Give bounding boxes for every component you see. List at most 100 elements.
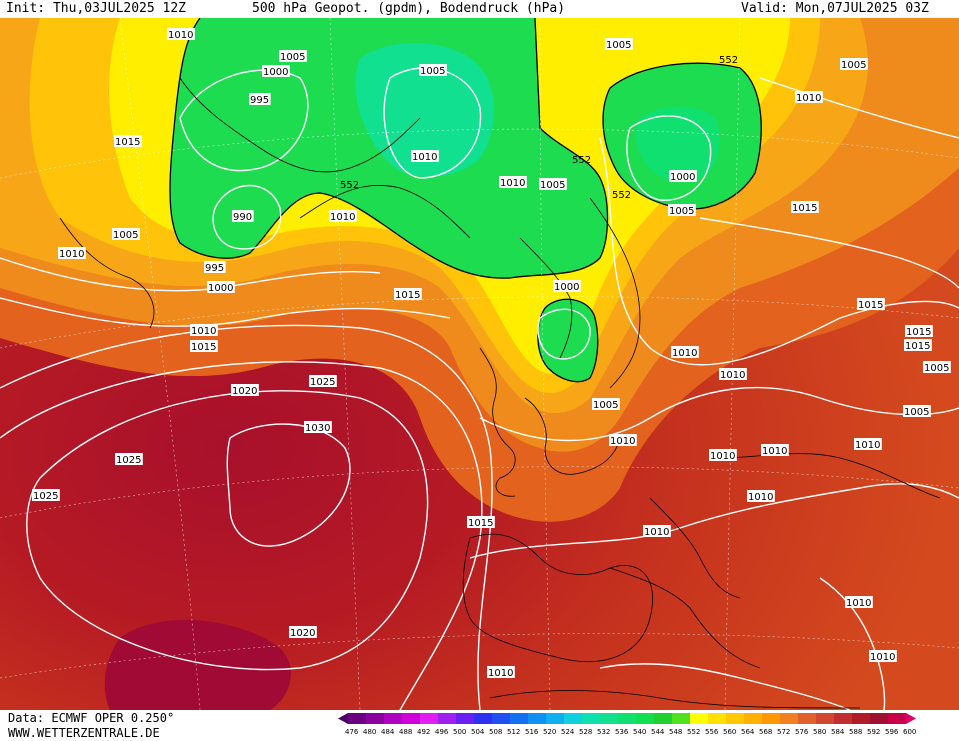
colorbar-segment [744,713,762,724]
pressure-label-bg [309,375,337,387]
pressure-label: 995 [250,95,269,106]
pressure-label: 1020 [232,386,257,397]
contour-label-552: 552 [612,190,631,201]
pressure-label-bg [761,444,789,456]
pressure-label-bg [32,489,60,501]
pressure-label-bg [304,421,332,433]
colorbar-tick-label: 564 [741,728,755,736]
pressure-label-bg [592,398,620,410]
pressure-label: 1010 [762,446,787,457]
colorbar-segment [690,713,708,724]
pressure-label-bg [904,339,932,351]
pressure-label-bg [671,346,699,358]
colorbar-segment [636,713,654,724]
colorbar-segment [582,713,600,724]
contour-label-552: 552 [572,155,591,166]
map-title: 500 hPa Geopot. (gpdm), Bodendruck (hPa) [252,1,566,16]
colorbar-tick-label: 600 [903,728,916,736]
colorbar-segment [564,713,582,724]
colorbar-segment [366,713,384,724]
colorbar-tick-label: 580 [813,728,826,736]
pressure-label: 1000 [208,283,233,294]
colorbar-tick-label: 496 [435,728,449,736]
colorbar-tick-label: 508 [489,728,502,736]
contour-552-east [602,62,762,210]
pressure-label: 1015 [115,137,140,148]
data-source-label: Data: ECMWF OPER 0.250° [8,711,175,725]
colorbar-segment [726,713,744,724]
colorbar-tick-label: 528 [579,728,592,736]
pressure-label-bg [668,204,696,216]
colorbar-tick-label: 588 [849,728,862,736]
pressure-label: 1010 [720,370,745,381]
pressure-label-bg [605,38,633,50]
pressure-label: 1010 [412,152,437,163]
colorbar-tick-label: 544 [651,728,665,736]
pressure-label: 1025 [310,377,335,388]
pressure-label: 1015 [468,518,493,529]
pressure-label-bg [114,135,142,147]
pressure-label-bg [719,368,747,380]
pressure-label-bg [553,280,581,292]
low-pressure-548-core [355,43,494,177]
pressure-label: 1005 [606,40,631,51]
pressure-label: 1005 [540,180,565,191]
pressure-label: 1010 [748,492,773,503]
colorbar: 476 480 484 488 492 496 500 504 508 512 516 520 524 5… [338,713,916,736]
pressure-label-bg [791,201,819,213]
pressure-label-bg [845,596,873,608]
colorbar-arrow-right [906,713,916,724]
colorbar-segment [510,713,528,724]
pressure-label: 1000 [263,67,288,78]
pressure-label-bg [231,384,259,396]
colorbar-segment [780,713,798,724]
pressure-label-bg [499,176,527,188]
pressure-label-bg [609,434,637,446]
colorbar-tick-label: 556 [705,728,719,736]
colorbar-tick-label: 504 [471,728,485,736]
pressure-label: 1000 [554,282,579,293]
pressure-label: 1005 [420,66,445,77]
pressure-label-bg [112,228,140,240]
pressure-label: 1010 [672,348,697,359]
colorbar-tick-label: 548 [669,728,682,736]
colorbar-segment [870,713,888,724]
colorbar-tick-label: 480 [363,728,376,736]
colorbar-segment [348,713,366,724]
pressure-label-bg [467,516,495,528]
pressure-label: 1020 [290,628,315,639]
pressure-label-bg [249,93,271,105]
pressure-label-bg [905,325,933,337]
pressure-label: 1015 [191,342,216,353]
map-header: Init: Thu,03JUL2025 12Z 500 hPa Geopot. … [0,0,959,18]
colorbar-tick-label: 592 [867,728,880,736]
pressure-label-bg [190,340,218,352]
pressure-label-bg [923,361,951,373]
pressure-label: 1010 [710,451,735,462]
valid-time-label: Valid: Mon,07JUL2025 03Z [741,1,929,16]
pressure-label: 1010 [796,93,821,104]
pressure-label-bg [487,666,515,678]
pressure-label: 1030 [305,423,330,434]
pressure-label-bg [167,28,195,40]
colorbar-segment [474,713,492,724]
colorbar-tick-label: 488 [399,728,412,736]
colorbar-tick-label: 500 [453,728,466,736]
pressure-label-bg [669,170,697,182]
low-pressure-552-area-baltic [537,299,598,382]
colorbar-tick-label: 532 [597,728,610,736]
colorbar-segment [888,713,906,724]
contour-552-labels: 552 552 552 552 [340,55,738,201]
pressure-label: 1010 [59,249,84,260]
pressure-label-bg [854,438,882,450]
colorbar-tick-label: 492 [417,728,430,736]
pressure-label: 990 [233,212,252,223]
pressure-label-bg [411,150,439,162]
colorbar-segment [708,713,726,724]
pressure-label-bg [394,288,422,300]
isobars [0,67,959,710]
colorbar-tick-label: 560 [723,728,736,736]
pressure-label-bg [840,58,868,70]
pressure-label: 1010 [870,652,895,663]
contour-552-north [169,18,609,279]
